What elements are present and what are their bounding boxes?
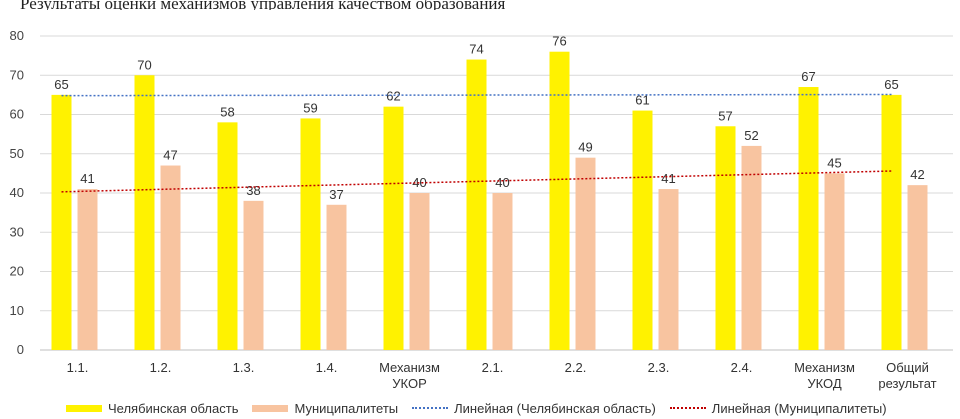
y-tick-label: 50: [10, 146, 24, 161]
x-tick-label: Механизм УКОД: [794, 360, 855, 391]
bar-series-2: [658, 189, 679, 350]
bar-series-2: [326, 204, 347, 350]
legend: Челябинская область Муниципалитеты Линей…: [66, 399, 901, 417]
x-tick-label: 1.3.: [233, 360, 255, 375]
data-label: 47: [163, 148, 177, 163]
data-label: 45: [827, 155, 841, 170]
y-tick-label: 60: [10, 107, 24, 122]
bar-series-2: [77, 189, 98, 350]
data-label: 41: [80, 171, 94, 186]
bar-series-2: [575, 157, 596, 350]
data-label: 61: [635, 93, 649, 108]
data-label: 40: [495, 175, 509, 190]
data-label: 38: [246, 183, 260, 198]
bar-series-1: [466, 59, 487, 351]
x-tick-label: Механизм УКОР: [379, 360, 440, 391]
y-tick-label: 0: [17, 342, 24, 357]
bar-series-2: [492, 193, 513, 350]
y-axis-ticks: 0 10 20 30 40 50 60 70 80: [10, 28, 24, 357]
y-tick-label: 30: [10, 224, 24, 239]
bar-series-1: [217, 122, 238, 350]
y-tick-label: 80: [10, 28, 24, 43]
legend-label-trend-1: Линейная (Челябинская область): [454, 400, 656, 416]
data-label: 59: [303, 100, 317, 115]
bar-series-1: [549, 51, 570, 350]
bar-series-2: [824, 173, 845, 350]
bar-series-2: [160, 165, 181, 350]
x-tick-label: 1.2.: [150, 360, 172, 375]
legend-swatch-trend-2: [669, 407, 706, 409]
y-tick-label: 10: [10, 303, 24, 318]
y-tick-label: 20: [10, 264, 24, 279]
clipped-header-text: Результаты оценки механизмов управления …: [20, 0, 506, 10]
legend-swatch-series-2: [252, 404, 289, 412]
legend-label-trend-2: Линейная (Муниципалитеты): [711, 400, 887, 416]
x-tick-label: 2.1.: [482, 360, 504, 375]
y-tick-label: 70: [10, 67, 24, 82]
x-tick-label: 1.1.: [67, 360, 89, 375]
x-axis-ticks: 1.1. 1.2. 1.3. 1.4. Механизм УКОР 2.1. 2.2. 2.3.…: [67, 360, 937, 391]
legend-swatch-series-1: [66, 404, 102, 412]
legend-item-trend-1: Линейная (Челябинская область): [412, 401, 656, 416]
bar-series-1: [715, 126, 736, 351]
legend-label-series-2: Муниципалитеты: [294, 400, 399, 416]
bar-series-2: [907, 185, 928, 350]
legend-label-series-1: Челябинская область: [108, 400, 239, 416]
data-label: 57: [718, 108, 732, 123]
data-label: 67: [801, 69, 815, 84]
x-tick-label: 2.2.: [565, 360, 587, 375]
data-label: 37: [329, 187, 343, 202]
legend-item-series-1: Челябинская область: [66, 401, 238, 416]
data-label: 41: [661, 171, 675, 186]
data-label: 74: [469, 42, 483, 57]
legend-item-series-2: Муниципалитеты: [252, 401, 398, 416]
bar-series-2: [243, 200, 264, 350]
data-label: 62: [386, 89, 400, 104]
bar-series-2: [409, 193, 430, 350]
data-label: 42: [910, 167, 924, 182]
bar-series-1: [51, 94, 72, 350]
data-labels: 65 70 58 59 62 74 76 61 57 67 65 41 47 38 37 40 40 49 41 52…: [54, 34, 924, 202]
data-label: 52: [744, 128, 758, 143]
legend-item-trend-2: Линейная (Муниципалитеты): [669, 400, 887, 416]
data-label: 40: [412, 175, 426, 190]
data-label: 49: [578, 140, 592, 155]
x-tick-label: 2.4.: [731, 360, 753, 375]
bar-series-2: [741, 145, 762, 350]
bar-series-1: [881, 94, 902, 350]
bar-series-1: [300, 118, 321, 350]
bar-series-1: [383, 106, 404, 351]
bar-series-1: [798, 87, 819, 351]
data-label: 58: [220, 104, 234, 119]
bar-series-1: [134, 75, 155, 350]
x-tick-label: 1.4.: [316, 360, 338, 375]
data-label: 70: [137, 57, 151, 72]
data-label: 65: [54, 77, 68, 92]
data-label: 76: [552, 34, 566, 49]
bars: [51, 51, 928, 351]
x-tick-label: Общий результат: [878, 360, 936, 391]
y-tick-label: 40: [10, 185, 24, 200]
data-label: 65: [884, 77, 898, 92]
legend-swatch-trend-1: [412, 407, 449, 409]
x-tick-label: 2.3.: [648, 360, 670, 375]
bar-series-1: [632, 110, 653, 350]
